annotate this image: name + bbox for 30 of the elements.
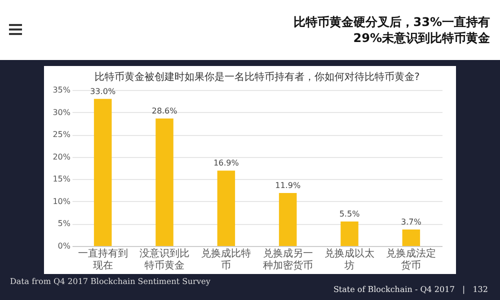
text: State of Blockchain - Q4 2017 | 132 <box>333 285 488 294</box>
y-tick-label: 20% <box>52 152 71 162</box>
y-tick-label: 10% <box>52 196 71 206</box>
data-label: 33.0% <box>90 86 116 96</box>
x-tick-label: 没意识到比特币黄金 <box>140 248 190 272</box>
y-tick-label: 30% <box>52 108 71 117</box>
y-tick-label: 0% <box>58 242 71 250</box>
chart-subtitle: 比特币黄金被创建时如果你是一名比特币持有者，你如何对待比特币黄金? <box>94 71 420 83</box>
text: Data from Q4 2017 Blockchain Sentiment Survey <box>10 277 210 286</box>
y-tick-label: 25% <box>52 130 71 140</box>
x-tick-label: 兑换成以太坊 <box>324 248 374 272</box>
bar <box>340 221 358 246</box>
chart-title: 比特币黄金硬分叉后，33%一直持有 29%未意识到比特币黄金 <box>293 14 490 46</box>
x-tick-label: 兑换成另一种加密货币 <box>262 248 313 272</box>
bar <box>217 170 236 246</box>
y-tick-label: 5% <box>58 219 71 228</box>
bar <box>156 118 174 246</box>
y-tick-label: 15% <box>52 174 71 184</box>
y-tick-label: 35% <box>52 86 71 94</box>
bar <box>94 98 112 246</box>
x-tick-label: 一直持有到现在 <box>78 248 128 272</box>
x-tick-label: 兑换成比特币 <box>201 248 252 272</box>
data-label: 5.5% <box>339 209 360 218</box>
x-tick-label: 兑换成法定货币 <box>386 248 436 272</box>
data-label: 3.7% <box>401 218 422 227</box>
data-label: 11.9% <box>275 180 301 190</box>
data-label: 16.9% <box>213 158 240 168</box>
data-label: 28.6% <box>152 106 178 116</box>
bar <box>278 192 297 246</box>
bar <box>402 230 420 246</box>
